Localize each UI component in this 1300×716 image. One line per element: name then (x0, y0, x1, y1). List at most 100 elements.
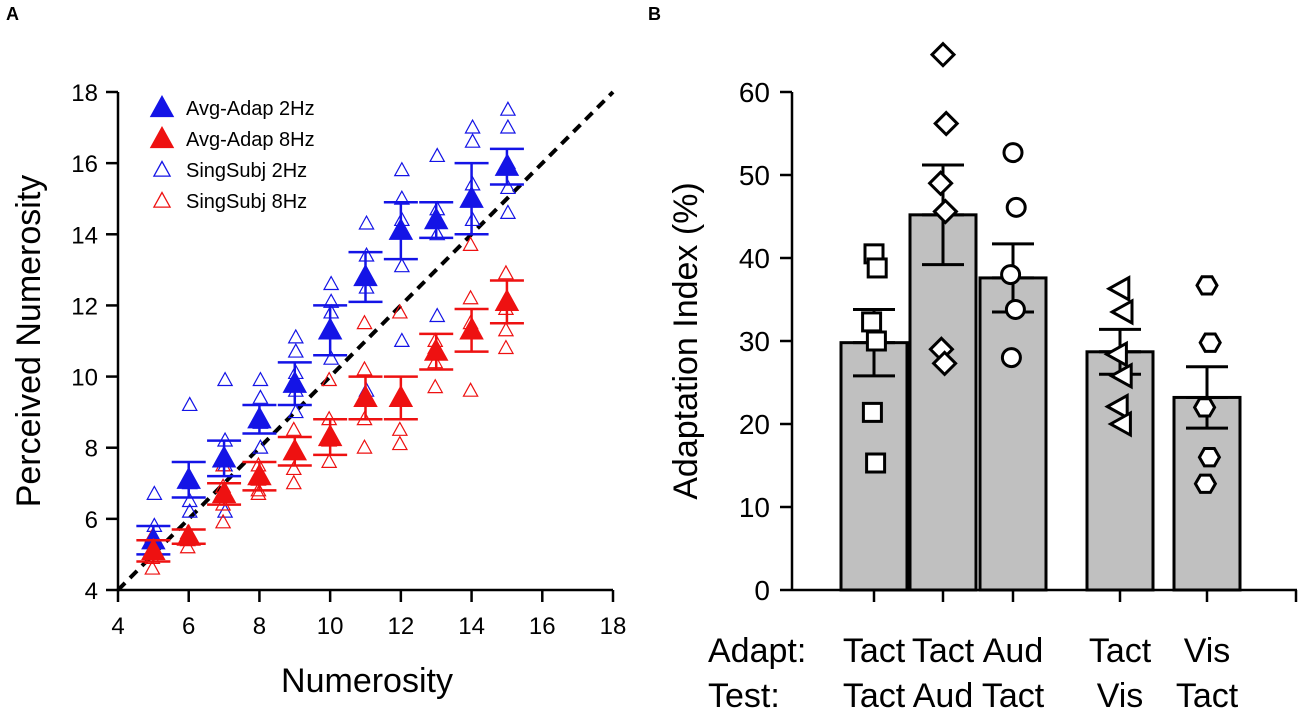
avg-adap-2hz-marker (423, 207, 449, 230)
avg-adap-2hz-marker (317, 317, 343, 340)
singsubj-8hz-marker (462, 289, 479, 305)
legend-label: SingSubj 8Hz (186, 191, 307, 213)
individual-circle-marker (1005, 196, 1027, 218)
panel-b-y-axis-label: Adaptation Index (%) (667, 182, 705, 500)
adapt-category-label: Aud (983, 632, 1044, 670)
avg-adap-8hz-marker (176, 523, 201, 546)
avg-adap-8hz-marker (247, 463, 272, 486)
singsubj-2hz-marker (287, 403, 304, 419)
singsubj-8hz-marker (356, 314, 373, 330)
y-tick-label: 40 (739, 243, 770, 274)
x-tick-label: 18 (600, 613, 627, 640)
singsubj-2hz-marker (323, 275, 340, 291)
singsubj-2hz-marker (393, 257, 410, 273)
singsubj-8hz-marker (356, 360, 373, 376)
singsubj-2hz-marker (429, 147, 446, 163)
adapt-row-label: Adapt: (708, 632, 806, 670)
bar (908, 213, 978, 592)
singsubj-2hz-marker (252, 371, 269, 387)
legend-marker (152, 191, 172, 208)
x-tick-label: 6 (182, 613, 195, 640)
reference-line-layer (116, 90, 615, 592)
test-row-label: Test: (708, 677, 780, 715)
individual-diamond-marker (932, 198, 959, 225)
bar (1085, 350, 1155, 592)
individual-points-layer (861, 41, 1222, 494)
y-tick-label: 10 (71, 365, 98, 392)
singsubj-8hz-marker (285, 460, 302, 476)
singsubj-2hz-marker (429, 225, 446, 241)
avg-adap-8hz-marker (494, 288, 520, 312)
legend-marker (152, 160, 172, 177)
y-tick-label: 30 (739, 326, 770, 357)
y-tick-label: 10 (739, 492, 770, 523)
singsubj-8hz-marker (250, 485, 267, 500)
average-markers (136, 147, 524, 563)
singsubj-8hz-marker (391, 303, 408, 319)
avg-adap-2hz-marker (388, 217, 414, 240)
panel-a-legend: Avg-Adap 2Hz Avg-Adap 8Hz SingSubj 2Hz Sing… (149, 94, 315, 213)
individual-triangle-marker (1105, 275, 1131, 303)
avg-adap-8hz-marker (282, 438, 308, 461)
y-tick-label: 60 (739, 77, 770, 108)
singsubj-2hz-marker (499, 204, 517, 219)
singsubj-2hz-marker (499, 101, 517, 116)
legend-label: SingSubj 2Hz (186, 160, 307, 182)
individual-hexagon-marker (1197, 447, 1222, 468)
avg-adap-2hz-marker (353, 263, 378, 287)
singsubj-2hz-marker (499, 118, 517, 134)
panel-a-x-axis-label: Numerosity (281, 662, 453, 700)
individual-hexagon-marker (1192, 397, 1217, 418)
y-tick-label: 0 (754, 575, 770, 606)
singsubj-8hz-marker (497, 339, 515, 355)
avg-adap-8hz-marker (459, 317, 484, 340)
singsubj-8hz-marker (285, 474, 302, 490)
individual-square-marker (865, 452, 887, 474)
singsubj-8hz-marker (427, 378, 444, 394)
legend-marker (149, 94, 175, 118)
avg-adap-8hz-marker (353, 384, 378, 408)
y-tick-label: 6 (85, 507, 98, 534)
singsubj-2hz-marker (429, 307, 446, 323)
y-tick-label: 12 (71, 293, 98, 320)
singsubj-8hz-marker (462, 236, 479, 251)
singsubj-2hz-marker (216, 503, 234, 518)
panel-b-axes: 0 10 20 30 40 50 60 (739, 77, 1298, 606)
individual-square-marker (866, 257, 888, 279)
x-tick-label: 4 (111, 613, 124, 640)
panel-a-y-axis-label: Perceived Numerosity (10, 175, 48, 508)
individual-triangle-marker (1108, 362, 1133, 390)
test-category-label: Aud (913, 677, 974, 715)
x-tick-label: 16 (529, 613, 556, 640)
singsubj-8hz-marker (391, 421, 408, 436)
test-category-label: Tact (982, 677, 1045, 715)
singsubj-8hz-marker (497, 321, 515, 337)
individual-circle-marker (1002, 142, 1024, 164)
singsubj-2hz-marker (499, 179, 517, 195)
y-tick-label: 14 (71, 222, 98, 249)
y-tick-label: 20 (739, 409, 770, 440)
individual-diamond-marker (929, 41, 957, 68)
avg-adap-8hz-marker (388, 384, 414, 408)
singsubj-8hz-marker (462, 382, 479, 397)
individual-triangle-marker (1103, 340, 1128, 368)
y-tick-label: 50 (739, 160, 770, 191)
individual-hexagon-marker (1193, 473, 1218, 494)
individual-triangle-marker (1107, 410, 1132, 438)
singsubj-2hz-marker (216, 371, 234, 387)
panel-b-letter: B (648, 4, 661, 24)
test-category-label: Tact (1176, 677, 1239, 715)
singsubj-2hz-marker (146, 485, 163, 500)
avg-adap-2hz-marker (211, 445, 237, 468)
singsubj-8hz-marker (179, 538, 196, 554)
singsubj-2hz-marker (252, 438, 269, 454)
avg-adap-2hz-marker (176, 466, 201, 489)
avg-adap-2hz-marker (282, 370, 308, 393)
singsubj-2hz-marker (287, 342, 304, 358)
singsubj-2hz-marker (464, 118, 481, 134)
x-tick-label: 10 (317, 613, 344, 640)
legend-label: Avg-Adap 8Hz (186, 129, 315, 151)
avg-adap-2hz-marker (459, 185, 484, 208)
